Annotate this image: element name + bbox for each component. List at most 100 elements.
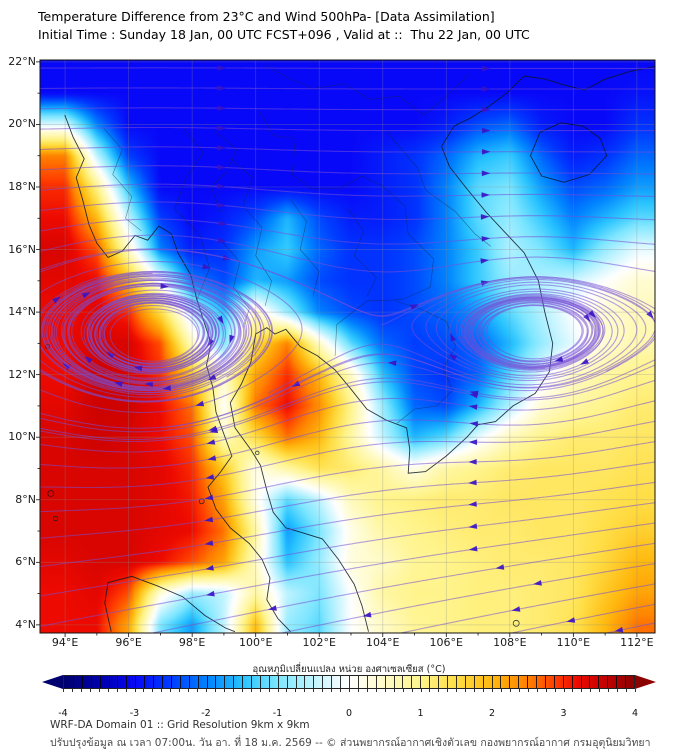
- colorbar-segment-line: [589, 676, 591, 688]
- colorbar-minor-tick: [286, 689, 288, 692]
- colorbar-segment-line: [90, 676, 92, 688]
- colorbar-minor-tick: [125, 689, 127, 692]
- colorbar-segment-line: [313, 676, 315, 688]
- colorbar-segment-line: [616, 676, 618, 688]
- colorbar-segment-line: [411, 676, 413, 688]
- colorbar-minor-tick: [134, 689, 136, 692]
- colorbar-segment-line: [357, 676, 359, 688]
- colorbar-minor-tick: [384, 689, 386, 692]
- colorbar-segment-line: [206, 676, 208, 688]
- colorbar-segment-line: [126, 676, 128, 688]
- colorbar-minor-tick: [71, 689, 73, 692]
- colorbar-minor-tick: [152, 689, 154, 692]
- colorbar-segment-line: [473, 676, 475, 688]
- lon-axis-label: 94°E: [51, 636, 79, 649]
- colorbar-segment-line: [233, 676, 235, 688]
- colorbar-segment-line: [135, 676, 137, 688]
- colorbar-minor-tick: [331, 689, 333, 692]
- colorbar-segment-line: [491, 676, 493, 688]
- colorbar-minor-tick: [492, 689, 493, 692]
- lat-axis-label: 8°N: [15, 492, 36, 506]
- colorbar-minor-tick: [340, 689, 342, 692]
- colorbar-minor-tick: [581, 689, 583, 692]
- colorbar-segment-line: [188, 676, 190, 688]
- colorbar-segment-line: [349, 676, 350, 688]
- colorbar-segment-line: [607, 676, 609, 688]
- colorbar-minor-tick: [116, 689, 118, 692]
- colorbar-minor-tick: [393, 689, 395, 692]
- colorbar-minor-tick: [179, 689, 181, 692]
- colorbar-segment-line: [277, 676, 279, 688]
- colorbar-segment-line: [598, 676, 600, 688]
- colorbar-segment-line: [179, 676, 181, 688]
- colorbar-tick-label: 3: [560, 708, 567, 719]
- colorbar-minor-tick: [429, 689, 431, 692]
- colorbar-minor-tick: [349, 689, 350, 692]
- colorbar-gradient: [63, 675, 635, 689]
- colorbar-segment-line: [500, 676, 502, 688]
- colorbar-tick-label: -4: [58, 708, 68, 719]
- colorbar-minor-tick: [474, 689, 476, 692]
- lon-axis-label: 98°E: [178, 636, 206, 649]
- colorbar-segment-line: [527, 676, 529, 688]
- colorbar-minor-tick: [635, 689, 636, 692]
- colorbar-segment-line: [340, 676, 342, 688]
- lon-axis-label: 108°E: [493, 636, 527, 649]
- colorbar-tick-label: -2: [201, 708, 211, 719]
- temperature-field-canvas: [40, 60, 655, 633]
- colorbar-segment-line: [331, 676, 333, 688]
- colorbar-segment-line: [553, 676, 555, 688]
- colorbar-tick-label: -3: [129, 708, 140, 719]
- colorbar-segment-line: [242, 676, 244, 688]
- colorbar-segment-line: [544, 676, 546, 688]
- colorbar-segment-line: [438, 676, 440, 688]
- lon-axis-label: 104°E: [366, 636, 400, 649]
- colorbar-segment-line: [215, 676, 217, 688]
- colorbar-segment-line: [322, 676, 324, 688]
- colorbar-tick-label: 0: [345, 708, 353, 719]
- colorbar-segment-line: [224, 676, 226, 688]
- lon-axis-label: 100°E: [238, 636, 273, 649]
- colorbar-minor-tick: [590, 689, 592, 692]
- colorbar-left-arrow: [42, 675, 63, 689]
- colorbar-tick-label: 4: [631, 708, 639, 719]
- colorbar-minor-tick: [80, 689, 82, 692]
- colorbar-segment-line: [268, 676, 270, 688]
- lon-axis-label: 110°E: [556, 636, 591, 649]
- colorbar-segment-line: [153, 676, 155, 688]
- colorbar-segment-line: [304, 676, 306, 688]
- colorbar-minor-tick: [608, 689, 610, 692]
- colorbar-minor-tick: [197, 689, 199, 692]
- colorbar-segment-line: [99, 676, 101, 688]
- colorbar-segment-line: [295, 676, 297, 688]
- colorbar-minor-tick: [241, 689, 243, 692]
- lat-axis-label: 6°N: [15, 555, 36, 569]
- colorbar-minor-tick: [268, 689, 270, 692]
- colorbar-minor-tick: [322, 689, 324, 692]
- colorbar-minor-tick: [626, 689, 628, 692]
- colorbar-minor-tick: [375, 689, 377, 692]
- colorbar-segment-line: [384, 676, 386, 688]
- colorbar-tick-label: 2: [488, 708, 496, 719]
- colorbar-segment-line: [197, 676, 199, 688]
- colorbar-segment-line: [571, 676, 573, 688]
- colorbar-segment-line: [562, 676, 564, 688]
- colorbar-minor-tick: [518, 689, 520, 692]
- colorbar-minor-tick: [98, 689, 100, 692]
- lat-axis-label: 18°N: [8, 179, 36, 193]
- colorbar-minor-tick: [483, 689, 485, 692]
- colorbar-right-arrow: [635, 675, 656, 689]
- colorbar-minor-tick: [456, 689, 458, 692]
- colorbar-segment-line: [429, 676, 431, 688]
- colorbar-segment-line: [117, 676, 119, 688]
- colorbar-minor-tick: [295, 689, 297, 692]
- colorbar-segment-line: [108, 676, 110, 688]
- colorbar-segment-line: [144, 676, 146, 688]
- colorbar-minor-tick: [214, 689, 216, 692]
- colorbar-minor-tick: [304, 689, 306, 692]
- colorbar-minor-tick: [206, 689, 207, 692]
- lat-axis-label: 22°N: [8, 54, 36, 68]
- colorbar-minor-tick: [536, 689, 538, 692]
- colorbar-minor-tick: [500, 689, 502, 692]
